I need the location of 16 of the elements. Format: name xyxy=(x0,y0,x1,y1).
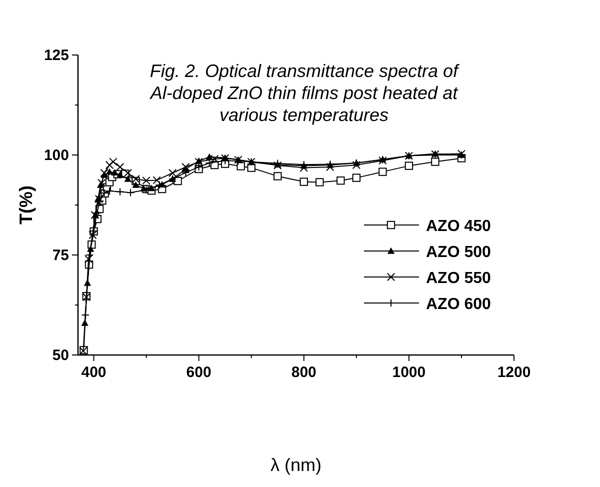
y-tick-label: 75 xyxy=(52,247,69,264)
y-axis-title: T(%) xyxy=(16,186,36,224)
y-tick-label: 125 xyxy=(44,47,69,64)
x-tick-label: 1200 xyxy=(497,364,531,381)
x-tick-label: 400 xyxy=(81,364,106,381)
legend-label: AZO 500 xyxy=(426,244,492,261)
text: Fig. 2. Optical transmittance spectra of Al-doped ZnO thin films post heated at various temperatures xyxy=(149,61,460,125)
x-axis-title: λ (nm) xyxy=(270,455,322,475)
legend-label: AZO 450 xyxy=(426,218,492,235)
y-tick-label: 50 xyxy=(52,347,69,364)
x-tick-label: 1000 xyxy=(392,364,426,381)
y-tick-label: 100 xyxy=(44,147,69,164)
legend-label: AZO 550 xyxy=(426,270,492,287)
legend-label: AZO 600 xyxy=(426,296,492,313)
x-tick-label: 600 xyxy=(186,364,212,381)
x-tick-label: 800 xyxy=(291,364,316,381)
